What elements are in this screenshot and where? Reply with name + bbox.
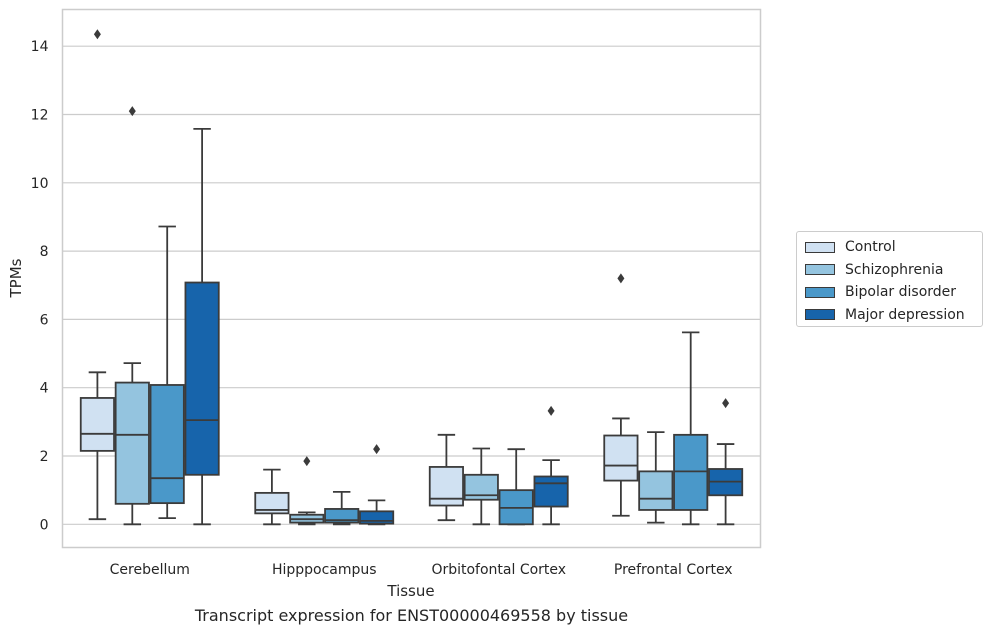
legend-item-schizophrenia: Schizophrenia: [805, 259, 976, 282]
legend: Control Schizophrenia Bipolar disorder Majo…: [796, 231, 983, 327]
box-iqr: [79, 397, 115, 452]
x-tick-label: Hipppocampus: [272, 562, 377, 578]
box-iqr: [533, 475, 569, 508]
box-iqr: [149, 384, 185, 505]
y-tick-labels: 0 2 4 6 8 10 12 14: [31, 39, 49, 533]
box-iqr: [638, 470, 674, 511]
x-axis-label: Tissue: [386, 582, 434, 600]
y-tick-label: 14: [31, 39, 49, 55]
box-schizophrenia-1: [289, 456, 325, 526]
chart-caption: Transcript expression for ENST0000046955…: [194, 606, 629, 625]
y-tick-label: 2: [40, 449, 49, 465]
y-tick-label: 4: [40, 381, 49, 397]
x-tick-label: Orbitofontal Cortex: [431, 562, 566, 578]
outlier-marker: [303, 456, 311, 467]
legend-swatch: [805, 241, 835, 253]
outlier-marker: [93, 29, 101, 40]
box-control-0: [79, 29, 115, 521]
box-control-1: [254, 468, 290, 526]
box-bipolar-disorder-2: [498, 448, 534, 526]
box-iqr: [428, 466, 464, 507]
box-iqr: [184, 281, 220, 476]
legend-item-bipolar-disorder: Bipolar disorder: [805, 281, 976, 304]
x-tick-label: Cerebellum: [110, 562, 190, 578]
box-bipolar-disorder-0: [149, 225, 185, 520]
box-control-3: [603, 273, 639, 517]
box-major-depression-2: [533, 405, 569, 526]
box-iqr: [673, 433, 709, 511]
legend-label: Major depression: [845, 306, 965, 323]
boxes: [79, 29, 744, 526]
box-major-depression-1: [359, 444, 395, 526]
y-tick-label: 8: [40, 244, 49, 260]
y-tick-label: 6: [40, 312, 49, 328]
box-iqr: [324, 508, 360, 524]
y-tick-label: 0: [40, 517, 49, 533]
box-schizophrenia-2: [463, 447, 499, 526]
x-tick-label: Prefrontal Cortex: [614, 562, 733, 578]
outlier-marker: [128, 106, 136, 117]
outlier-marker: [722, 398, 730, 409]
legend-item-control: Control: [805, 236, 976, 259]
y-axis-label: TPMs: [7, 258, 25, 298]
box-major-depression-3: [708, 398, 744, 526]
box-schizophrenia-3: [638, 431, 674, 524]
box-bipolar-disorder-3: [673, 331, 709, 526]
box-iqr: [254, 491, 290, 515]
y-tick-label: 12: [31, 108, 49, 124]
outlier-marker: [373, 444, 381, 455]
box-iqr: [114, 381, 150, 505]
legend-swatch: [805, 309, 835, 321]
legend-swatch: [805, 286, 835, 298]
box-control-2: [428, 433, 464, 522]
box-schizophrenia-0: [114, 106, 150, 526]
legend-label: Schizophrenia: [845, 261, 944, 278]
legend-item-major-depression: Major depression: [805, 304, 976, 327]
legend-swatch: [805, 264, 835, 276]
box-major-depression-0: [184, 127, 220, 526]
box-iqr: [603, 434, 639, 482]
box-bipolar-disorder-1: [324, 490, 360, 526]
y-tick-label: 10: [31, 176, 49, 192]
x-tick-labels: Cerebellum Hipppocampus Orbitofontal Corte…: [110, 562, 733, 578]
legend-label: Bipolar disorder: [845, 284, 957, 301]
outlier-marker: [617, 273, 625, 284]
legend-label: Control: [845, 239, 896, 256]
outlier-marker: [547, 405, 555, 416]
